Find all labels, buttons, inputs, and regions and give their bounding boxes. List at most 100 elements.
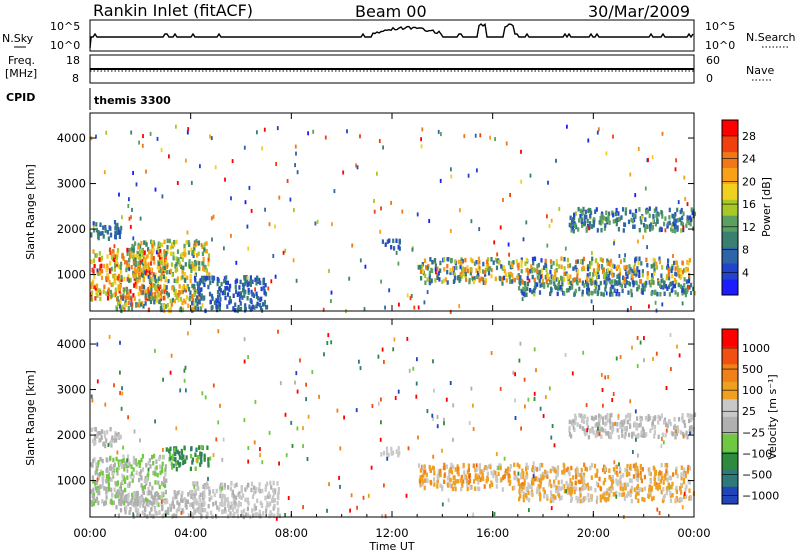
- echo-cell: [380, 420, 382, 425]
- echo-cell: [623, 496, 626, 501]
- echo-cell: [507, 260, 511, 266]
- echo-cell: [105, 457, 108, 462]
- echo-cell: [381, 239, 384, 244]
- echo-cell: [533, 288, 536, 293]
- echo-cell: [541, 476, 544, 481]
- nsky-label: N.Sky: [2, 32, 34, 45]
- echo-cell: [466, 486, 469, 492]
- echo-cell: [565, 480, 568, 486]
- echo-cell: [362, 495, 365, 500]
- echo-cell: [284, 513, 286, 517]
- echo-cell: [235, 278, 239, 284]
- echo-cell: [518, 464, 521, 469]
- echo-cell: [124, 479, 127, 484]
- echo-cell: [584, 209, 587, 215]
- echo-cell: [198, 261, 201, 266]
- echo-cell: [641, 272, 644, 278]
- echo-cell: [131, 254, 134, 259]
- echo-cell: [573, 223, 576, 228]
- echo-cell: [463, 134, 466, 139]
- echo-cell: [206, 511, 209, 517]
- echo-cell: [647, 158, 649, 162]
- echo-cell: [464, 267, 467, 272]
- echo-cell: [148, 481, 152, 487]
- echo-cell: [198, 281, 201, 286]
- echo-cell: [138, 512, 141, 517]
- echo-cell: [140, 248, 143, 254]
- echo-cell: [449, 229, 452, 233]
- echo-cell: [680, 472, 683, 477]
- echo-cell: [443, 267, 446, 272]
- echo-cell: [571, 220, 574, 225]
- echo-cell: [605, 272, 608, 277]
- echo-cell: [126, 251, 129, 256]
- nsky-exp-lo-right: 10^0: [705, 39, 735, 52]
- echo-cell: [174, 268, 177, 273]
- echo-cell: [582, 206, 585, 212]
- echo-cell: [141, 143, 144, 148]
- echo-cell: [160, 270, 163, 275]
- echo-cell: [140, 272, 143, 277]
- echo-cell: [441, 502, 444, 507]
- echo-cell: [108, 486, 111, 492]
- echo-cell: [117, 490, 120, 496]
- echo-cell: [243, 508, 246, 514]
- echo-cell: [431, 260, 434, 265]
- echo-cell: [133, 429, 136, 434]
- echo-cell: [115, 223, 118, 229]
- echo-cell: [653, 424, 657, 430]
- echo-cell: [118, 500, 121, 505]
- echo-cell: [186, 130, 189, 135]
- echo-cell: [101, 484, 104, 489]
- echo-cell: [140, 483, 143, 488]
- echo-cell: [596, 262, 599, 267]
- echo-cell: [225, 280, 228, 285]
- echo-cell: [650, 264, 653, 269]
- echo-cell: [612, 284, 615, 290]
- echo-cell: [112, 273, 115, 279]
- echo-cell: [219, 403, 221, 408]
- echo-cell: [119, 391, 121, 395]
- echo-cell: [216, 281, 219, 287]
- echo-cell: [423, 478, 427, 483]
- echo-cell: [562, 469, 566, 474]
- echo-cell: [189, 502, 192, 507]
- echo-cell: [112, 500, 115, 505]
- echo-cell: [573, 291, 576, 296]
- echo-cell: [174, 289, 177, 294]
- echo-cell: [693, 412, 697, 417]
- echo-cell: [246, 224, 249, 229]
- echo-cell: [690, 429, 693, 435]
- echo-cell: [330, 299, 332, 304]
- echo-cell: [582, 486, 585, 491]
- x-tick-label: 00:00: [677, 526, 710, 540]
- echo-cell: [265, 509, 268, 514]
- echo-cell: [693, 211, 696, 217]
- echo-cell: [410, 294, 413, 298]
- echo-cell: [650, 496, 654, 502]
- echo-cell: [150, 256, 153, 261]
- echo-cell: [177, 460, 180, 465]
- echo-cell: [673, 278, 677, 283]
- echo-cell: [539, 478, 542, 484]
- echo-cell: [119, 292, 122, 297]
- echo-cell: [160, 267, 163, 272]
- echo-cell: [181, 274, 184, 280]
- echo-cell: [117, 432, 120, 437]
- echo-cell: [140, 240, 143, 246]
- echo-cell: [290, 420, 293, 425]
- echo-cell: [609, 292, 612, 297]
- x-tick-label: 04:00: [174, 526, 207, 540]
- echo-cell: [93, 426, 96, 432]
- echo-cell: [500, 477, 503, 482]
- colorbar-segment: [722, 399, 738, 417]
- echo-cell: [230, 480, 233, 486]
- echo-cell: [590, 494, 593, 499]
- echo-cell: [523, 478, 526, 484]
- echo-cell: [90, 489, 93, 494]
- echo-cell: [175, 466, 178, 472]
- echo-cell: [147, 307, 150, 313]
- echo-cell: [92, 492, 95, 497]
- echo-cell: [518, 358, 521, 363]
